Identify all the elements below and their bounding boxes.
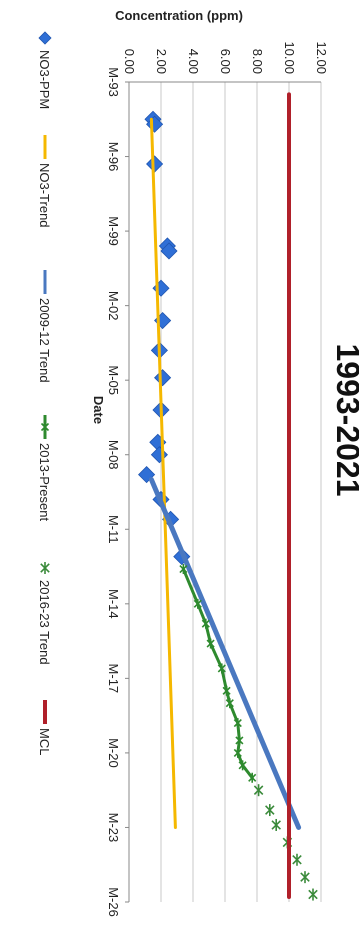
data-point xyxy=(217,663,226,674)
legend-label: 2016-23 Trend xyxy=(37,580,52,665)
data-point xyxy=(179,564,188,575)
legend-label: 2009-12 Trend xyxy=(37,298,52,383)
data-point xyxy=(206,638,215,649)
x-tick-label: M-05 xyxy=(106,365,121,395)
data-point xyxy=(300,871,310,884)
x-tick-label: M-14 xyxy=(106,589,121,619)
legend-label: NO3-PPM xyxy=(37,50,52,109)
data-point xyxy=(146,155,164,173)
legend-label: 2013-Present xyxy=(37,443,52,521)
series-2009-12-trend xyxy=(148,477,302,830)
data-point xyxy=(308,888,318,901)
x-tick-label: M-11 xyxy=(106,515,121,544)
series-line xyxy=(148,477,302,830)
data-point xyxy=(225,698,234,709)
legend-item: NO3-PPM xyxy=(37,31,52,109)
data-point xyxy=(271,818,281,831)
legend-item: NO3-Trend xyxy=(37,135,52,228)
chart-title: 1993-2021 xyxy=(330,343,359,496)
legend: NO3-PPM NO3-Trend 2009-12 Trend 2013-Presen… xyxy=(37,31,52,755)
y-tick-label: 10.00 xyxy=(282,41,297,74)
legend-item: 2016-23 Trend xyxy=(37,562,52,665)
legend-label: MCL xyxy=(37,728,52,755)
x-tick-label: M-23 xyxy=(106,813,121,843)
x-tick-label: M-17 xyxy=(106,664,121,694)
y-axis-ticks: 0.00 2.00 4.00 6.00 8.00 10.00 12.00 xyxy=(122,41,329,74)
y-tick-label: 6.00 xyxy=(218,49,233,74)
legend-swatch xyxy=(40,562,50,574)
x-axis-ticks: M-93 M-96 M-99 M-02 M-05 M-08 M-11 M-14 M-17 M-20… xyxy=(106,67,129,917)
legend-item: 2013-Present xyxy=(37,415,52,521)
y-tick-label: 4.00 xyxy=(186,49,201,74)
x-tick-label: M-08 xyxy=(106,440,121,470)
data-point xyxy=(201,618,210,629)
y-tick-label: 2.00 xyxy=(154,49,169,74)
data-point xyxy=(253,784,264,797)
legend-item: MCL xyxy=(37,700,52,755)
data-point xyxy=(233,747,242,758)
legend-swatch xyxy=(38,31,52,45)
series-2016-23-trend xyxy=(253,784,318,901)
data-point xyxy=(238,760,247,771)
x-tick-label: M-99 xyxy=(106,216,121,246)
y-tick-label: 8.00 xyxy=(250,49,265,74)
x-tick-label: M-02 xyxy=(106,291,121,321)
data-point xyxy=(265,804,275,817)
data-point xyxy=(292,853,302,866)
x-tick-label: M-20 xyxy=(106,738,121,768)
y-axis-label: Concentration (ppm) xyxy=(115,8,243,23)
data-point xyxy=(233,718,242,729)
legend-swatch-marker xyxy=(40,422,50,432)
series-no3-trend xyxy=(149,117,177,829)
series-line xyxy=(149,117,177,829)
x-tick-label: M-93 xyxy=(106,67,121,97)
legend-item: 2009-12 Trend xyxy=(37,270,52,383)
legend-label: NO3-Trend xyxy=(37,163,52,228)
series-2013-present xyxy=(179,564,257,783)
x-tick-label: M-26 xyxy=(106,887,121,917)
y-tick-label: 0.00 xyxy=(122,49,137,74)
y-tick-label: 12.00 xyxy=(314,41,329,74)
data-point xyxy=(235,735,244,746)
data-point xyxy=(222,685,231,696)
series-layer xyxy=(138,92,318,901)
data-point xyxy=(248,772,257,783)
data-point xyxy=(193,598,202,609)
x-axis-label: Date xyxy=(91,396,106,424)
x-tick-label: M-96 xyxy=(106,142,121,172)
data-point xyxy=(160,242,178,260)
